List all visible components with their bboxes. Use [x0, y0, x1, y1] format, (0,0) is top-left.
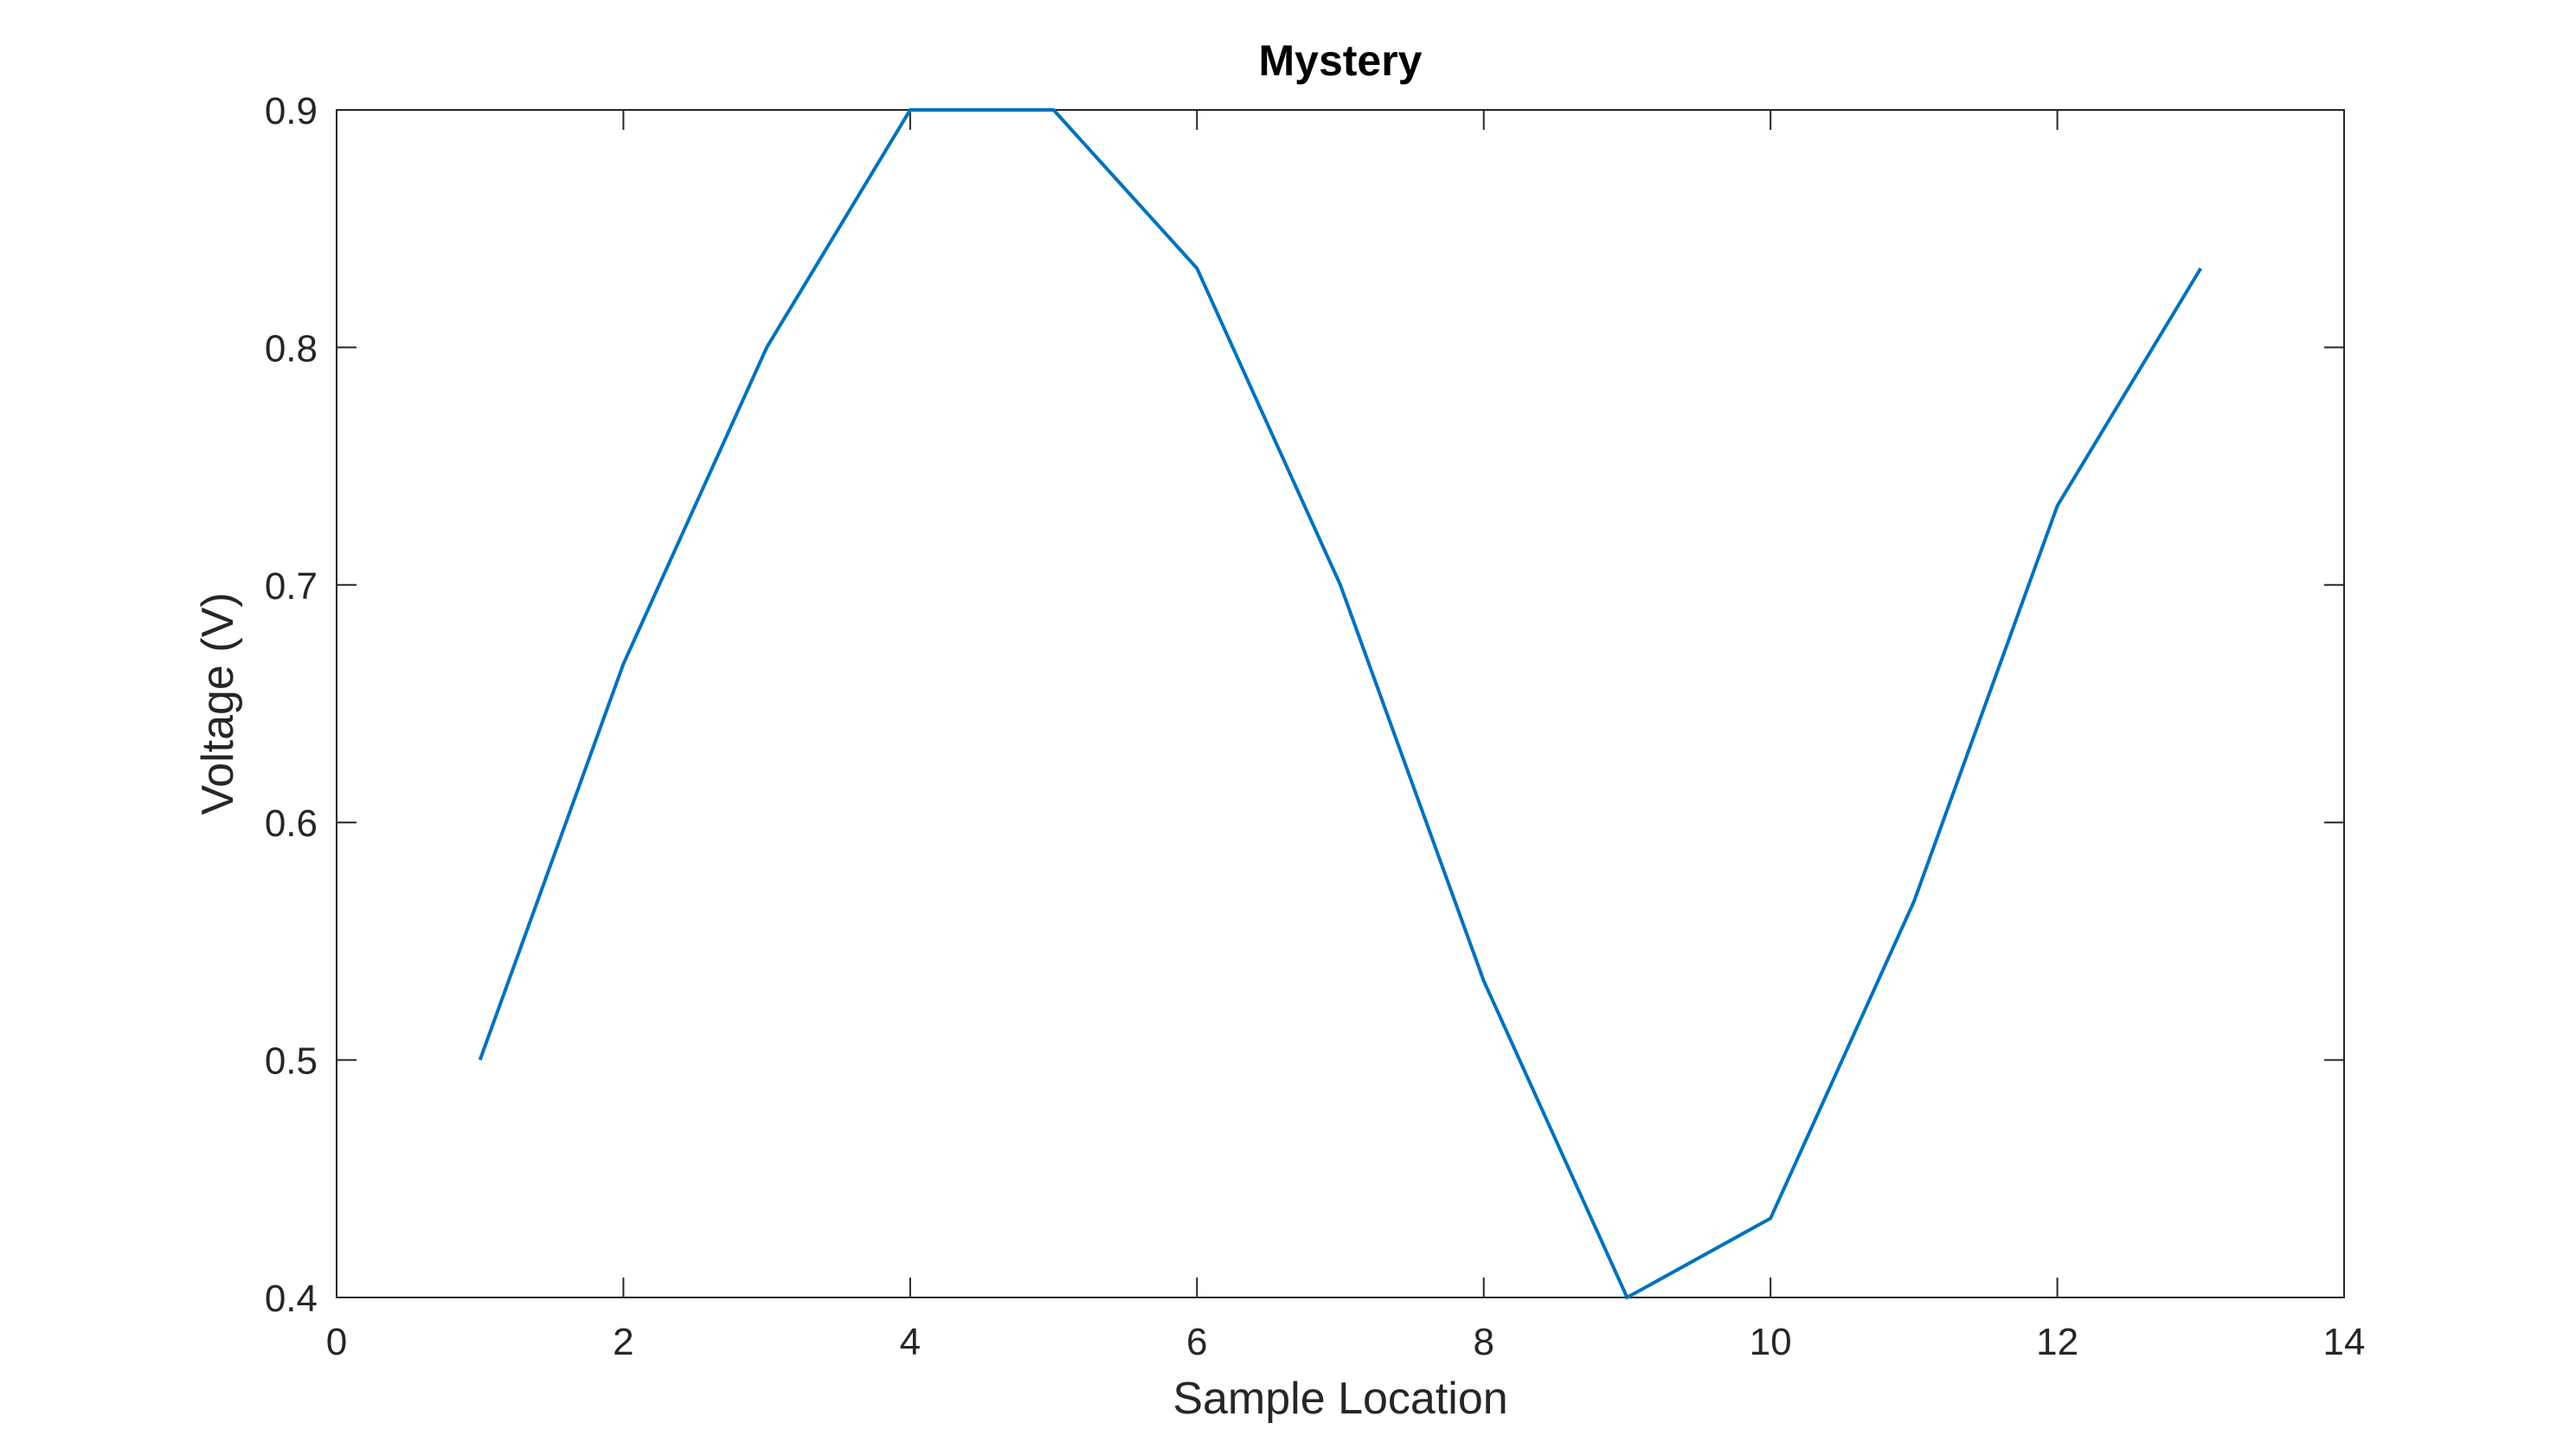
- y-tick-label: 0.9: [265, 90, 318, 132]
- y-tick-label: 0.5: [265, 1040, 318, 1083]
- x-axis-label: Sample Location: [1172, 1374, 1507, 1424]
- series-line: [478, 108, 2203, 1300]
- labels: Mystery Sample Location Voltage (V): [193, 36, 1508, 1424]
- y-tick-label: 0.8: [265, 327, 318, 370]
- x-tick-label: 2: [613, 1321, 633, 1363]
- x-tick-label: 8: [1473, 1321, 1494, 1363]
- x-tick-label: 0: [326, 1321, 347, 1363]
- axes: 0 2 4 6 8 10 12 14 0.4 0.5 0.6 0.7 0.8 0.9: [265, 90, 2366, 1363]
- x-tick-label: 4: [900, 1321, 921, 1363]
- series-layer: [478, 108, 2203, 1300]
- x-tick-label: 14: [2323, 1321, 2366, 1363]
- x-tick-label: 6: [1186, 1321, 1207, 1363]
- chart-title: Mystery: [1259, 36, 1423, 85]
- y-tick-label: 0.4: [265, 1278, 318, 1320]
- y-axis-label: Voltage (V): [193, 592, 243, 814]
- y-tick-label: 0.6: [265, 802, 318, 845]
- x-tick-label: 12: [2036, 1321, 2078, 1363]
- y-tick-label: 0.7: [265, 565, 318, 608]
- plot-area-box: [336, 109, 2345, 1298]
- x-tick-label: 10: [1750, 1321, 1792, 1363]
